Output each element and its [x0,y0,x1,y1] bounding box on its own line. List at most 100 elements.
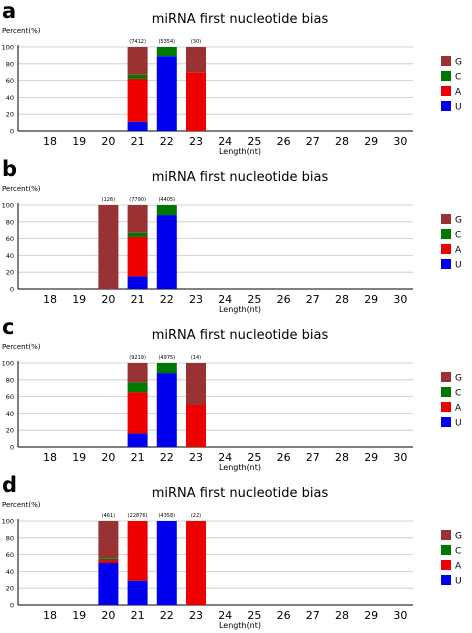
legend-swatch-c [441,545,451,555]
x-tick-label: 25 [247,451,261,464]
y-tick-label: 100 [2,360,14,368]
x-tick-label: 26 [277,135,291,148]
bar-segment-a [127,521,148,581]
x-tick-label: 22 [160,609,174,622]
y-tick-label: 40 [6,94,14,102]
x-tick-label: 26 [277,609,291,622]
x-tick-label: 23 [189,293,203,306]
count-label: (9219) [129,355,146,361]
x-tick-label: 23 [189,135,203,148]
bar-segment-g [98,205,119,289]
panel-label: c [2,315,14,339]
x-tick-label: 29 [364,609,378,622]
legend-label: G [455,532,462,542]
legend-label: A [455,246,462,256]
x-tick-label: 18 [43,609,57,622]
bar-segment-c [127,74,148,79]
bar-segment-g [127,205,148,233]
bar-segment-u [156,215,177,289]
x-tick-label: 22 [160,293,174,306]
bar-segment-u [156,521,177,605]
y-axis-label: Percent(%) [2,27,41,35]
legend-swatch-g [441,372,451,382]
x-tick-label: 22 [160,451,174,464]
legend-label: C [455,389,461,399]
legend-label: A [455,404,462,414]
x-tick-label: 18 [43,135,57,148]
chart-panel-a: a miRNA first nucleotide bias Percent(%) 0 2… [2,0,462,156]
legend-swatch-g [441,530,451,540]
y-tick-label: 40 [6,252,14,260]
legend-swatch-a [441,402,451,412]
x-tick-label: 21 [131,451,145,464]
legend-label: U [455,261,462,271]
count-label: (461) [102,513,115,519]
bar-segment-u [98,563,119,605]
count-label: (4405) [158,197,175,203]
count-label: (7790) [129,197,146,203]
y-tick-label: 20 [6,269,14,277]
x-tick-label: 27 [306,293,320,306]
x-tick-label: 25 [247,293,261,306]
chart-panel-d: d miRNA first nucleotide bias Percent(%) 0 2… [2,473,462,630]
legend-swatch-u [441,101,451,111]
x-tick-label: 30 [393,609,407,622]
x-tick-label: 28 [335,609,349,622]
x-axis-label: Length(nt) [219,305,261,314]
y-tick-label: 80 [6,534,14,542]
count-label: (22) [191,513,201,519]
legend-swatch-g [441,56,451,66]
chart-title: miRNA first nucleotide bias [152,486,329,501]
legend-swatch-u [441,575,451,585]
x-tick-label: 28 [335,135,349,148]
x-tick-label: 23 [189,451,203,464]
bar-segment-c [156,205,177,216]
x-tick-label: 25 [247,135,261,148]
bar-segment-a [186,521,206,605]
y-tick-label: 80 [6,376,14,384]
x-tick-label: 28 [335,451,349,464]
legend-swatch-u [441,417,451,427]
bar-segment-g [127,47,148,75]
x-tick-label: 20 [101,293,115,306]
chart-title: miRNA first nucleotide bias [152,12,329,27]
legend-swatch-a [441,86,451,96]
x-tick-label: 28 [335,293,349,306]
count-label: (4975) [158,355,175,361]
x-tick-label: 24 [218,135,232,148]
legend-label: C [455,73,461,83]
bar-segment-u [127,433,148,447]
y-tick-label: 80 [6,60,14,68]
bar-segment-u [156,56,177,131]
x-tick-label: 30 [393,135,407,148]
count-label: (7412) [129,39,146,45]
x-tick-label: 19 [72,609,86,622]
legend-label: U [455,577,462,587]
bar-segment-c [156,47,177,57]
legend-label: G [455,216,462,226]
legend-label: C [455,231,461,241]
y-tick-label: 40 [6,410,14,418]
x-tick-label: 29 [364,451,378,464]
legend-label: U [455,103,462,113]
bar-segment-a [186,405,206,447]
y-tick-label: 20 [6,585,14,593]
count-label: (14) [191,355,201,361]
chart-title: miRNA first nucleotide bias [152,170,329,185]
x-tick-label: 19 [72,293,86,306]
bar-segment-a [127,78,148,122]
y-tick-label: 40 [6,568,14,576]
x-axis-label: Length(nt) [219,463,261,472]
y-tick-label: 20 [6,427,14,435]
x-tick-label: 26 [277,451,291,464]
bar-segment-g [186,363,206,405]
legend-swatch-c [441,71,451,81]
panel-label: d [2,473,17,497]
x-tick-label: 20 [101,135,115,148]
x-tick-label: 18 [43,451,57,464]
x-tick-label: 24 [218,293,232,306]
count-label: (5354) [158,39,175,45]
y-axis-label: Percent(%) [2,343,41,351]
x-tick-label: 21 [131,135,145,148]
